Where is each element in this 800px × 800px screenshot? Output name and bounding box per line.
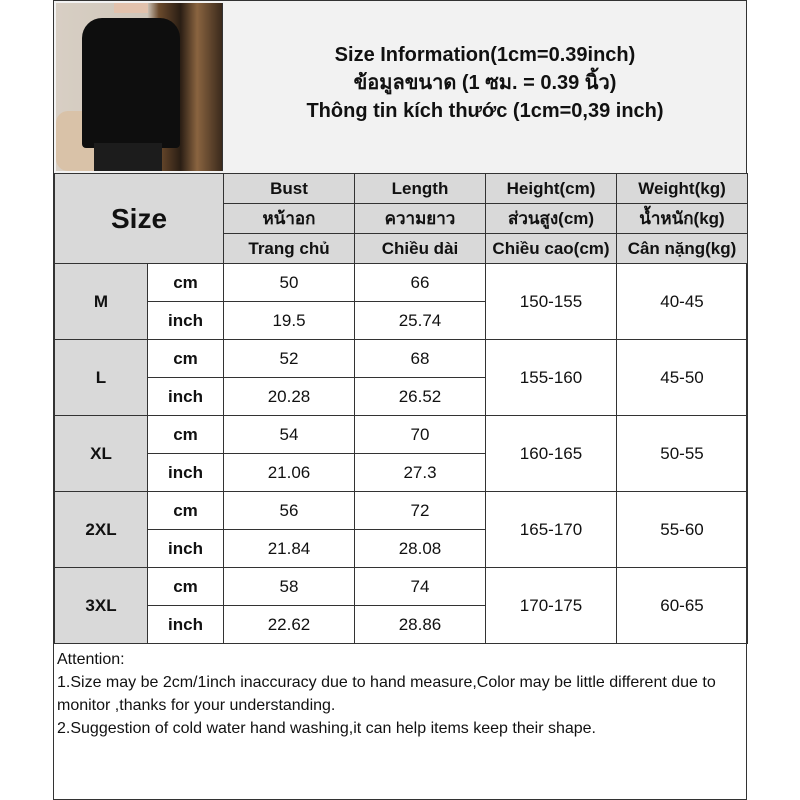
bust-cm: 56 — [223, 491, 355, 530]
col-header: Length — [354, 173, 486, 204]
size-table: Size Bust Length Height(cm) Weight(kg) ห… — [54, 173, 748, 644]
unit-label: inch — [147, 453, 224, 492]
bust-inch: 22.62 — [223, 605, 355, 644]
unit-label: cm — [147, 339, 224, 378]
title-block: Size Information(1cm=0.39inch) ข้อมูลขนา… — [224, 41, 746, 125]
length-inch: 28.08 — [354, 529, 486, 568]
size-row-inch: inch 21.06 27.3 — [55, 453, 748, 492]
header-row-vi: Trang chủ Chiều dài Chiều cao(cm) Cân nặ… — [55, 233, 748, 264]
size-label: XL — [54, 415, 148, 492]
title-vi: Thông tin kích thước (1cm=0,39 inch) — [306, 100, 664, 122]
length-cm: 68 — [354, 339, 486, 378]
unit-label: cm — [147, 263, 224, 302]
size-row-cm: 3XL cm 58 74 170-175 60-65 — [54, 567, 748, 644]
unit-label: cm — [147, 567, 224, 606]
size-label: 2XL — [54, 491, 148, 568]
height-range: 150-155 — [485, 263, 617, 340]
size-row-cm: XL cm 54 70 160-165 50-55 — [54, 415, 748, 492]
col-header: Height(cm) — [485, 173, 617, 204]
length-inch: 25.74 — [354, 301, 486, 340]
col-header: ส่วนสูง(cm) — [485, 203, 617, 234]
unit-label: inch — [147, 605, 224, 644]
length-inch: 27.3 — [354, 453, 486, 492]
col-header: Trang chủ — [223, 233, 355, 264]
weight-range: 55-60 — [616, 491, 748, 568]
size-header: Size — [54, 173, 224, 264]
bust-inch: 20.28 — [223, 377, 355, 416]
size-label: M — [54, 263, 148, 340]
weight-range: 50-55 — [616, 415, 748, 492]
height-range: 160-165 — [485, 415, 617, 492]
length-inch: 26.52 — [354, 377, 486, 416]
unit-label: cm — [147, 415, 224, 454]
col-header: Chiều cao(cm) — [485, 233, 617, 264]
unit-label: cm — [147, 491, 224, 530]
attention-note-2: 2.Suggestion of cold water hand washing,… — [57, 720, 596, 737]
bust-inch: 21.06 — [223, 453, 355, 492]
length-cm: 72 — [354, 491, 486, 530]
col-header: ความยาว — [354, 203, 486, 234]
length-cm: 66 — [354, 263, 486, 302]
title-en: Size Information(1cm=0.39inch) — [334, 44, 636, 66]
attention-heading: Attention: — [57, 651, 125, 668]
height-range: 155-160 — [485, 339, 617, 416]
weight-range: 45-50 — [616, 339, 748, 416]
bust-cm: 58 — [223, 567, 355, 606]
size-row-inch: inch 22.62 28.86 — [55, 605, 748, 644]
size-row-inch: inch 20.28 26.52 — [55, 377, 748, 416]
bust-inch: 21.84 — [223, 529, 355, 568]
bust-inch: 19.5 — [223, 301, 355, 340]
size-row-cm: 2XL cm 56 72 165-170 55-60 — [54, 491, 748, 568]
height-range: 170-175 — [485, 567, 617, 644]
header-row-th: หน้าอก ความยาว ส่วนสูง(cm) น้ำหนัก(kg) — [55, 203, 748, 234]
col-header: หน้าอก — [223, 203, 355, 234]
col-header: Cân nặng(kg) — [616, 233, 748, 264]
size-chart: Size Information(1cm=0.39inch) ข้อมูลขนา… — [53, 0, 748, 800]
attention-note-1: 1.Size may be 2cm/1inch inaccuracy due t… — [57, 674, 716, 714]
title-th: ข้อมูลขนาด (1 ซม. = 0.39 นิ้ว) — [353, 72, 617, 94]
weight-range: 40-45 — [616, 263, 748, 340]
unit-label: inch — [147, 301, 224, 340]
size-row-inch: inch 19.5 25.74 — [55, 301, 748, 340]
unit-label: inch — [147, 377, 224, 416]
size-row-cm: M cm 50 66 150-155 40-45 — [54, 263, 748, 340]
weight-range: 60-65 — [616, 567, 748, 644]
bust-cm: 52 — [223, 339, 355, 378]
unit-label: inch — [147, 529, 224, 568]
length-cm: 70 — [354, 415, 486, 454]
bust-cm: 50 — [223, 263, 355, 302]
header-row-en: Size Bust Length Height(cm) Weight(kg) — [54, 173, 748, 264]
size-label: L — [54, 339, 148, 416]
length-inch: 28.86 — [354, 605, 486, 644]
size-row-cm: L cm 52 68 155-160 45-50 — [54, 339, 748, 416]
col-header: Chiều dài — [354, 233, 486, 264]
attention-notes: Attention: 1.Size may be 2cm/1inch inacc… — [57, 648, 747, 740]
col-header: Weight(kg) — [616, 173, 748, 204]
height-range: 165-170 — [485, 491, 617, 568]
col-header: Bust — [223, 173, 355, 204]
length-cm: 74 — [354, 567, 486, 606]
product-photo — [56, 3, 223, 171]
header-section: Size Information(1cm=0.39inch) ข้อมูลขนา… — [54, 1, 746, 174]
bust-cm: 54 — [223, 415, 355, 454]
col-header: น้ำหนัก(kg) — [616, 203, 748, 234]
size-row-inch: inch 21.84 28.08 — [55, 529, 748, 568]
size-label: 3XL — [54, 567, 148, 644]
